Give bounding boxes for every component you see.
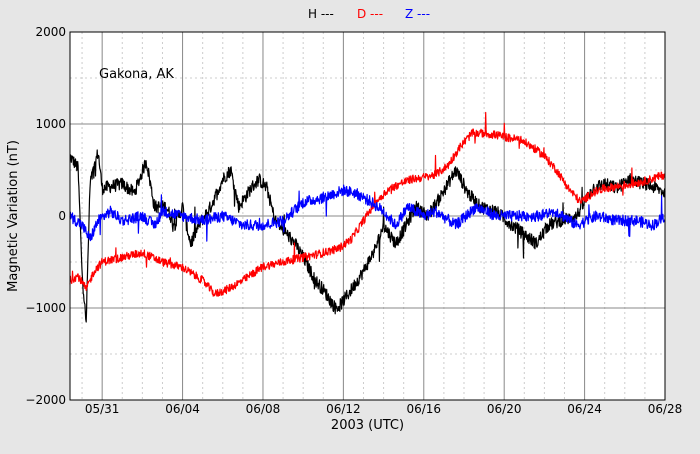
legend: H --- D --- Z ---	[308, 7, 430, 21]
plot-frame	[69, 31, 666, 401]
x-tick-label: 06/08	[246, 402, 281, 416]
x-tick-label: 06/24	[567, 402, 602, 416]
x-tick-label: 06/28	[648, 402, 683, 416]
x-tick-label: 06/12	[326, 402, 361, 416]
grid-minor	[70, 32, 665, 400]
y-tick-label: −2000	[25, 393, 66, 407]
legend-entry: Z ---	[405, 7, 430, 21]
y-tick-label: −1000	[25, 301, 66, 315]
x-tick-label: 06/20	[487, 402, 522, 416]
series-layer	[69, 111, 666, 323]
y-axis-label: Magnetic Variation (nT)	[6, 140, 21, 292]
legend-entry: D ---	[357, 7, 383, 21]
x-tick-label: 06/16	[406, 402, 441, 416]
y-tick-label: 2000	[35, 25, 66, 39]
legend-entry: H ---	[308, 7, 334, 21]
series-line-z	[69, 184, 666, 242]
y-tick-label: 1000	[35, 117, 66, 131]
series-line-d	[69, 111, 666, 297]
x-tick-label: 05/31	[85, 402, 120, 416]
x-axis-label: 2003 (UTC)	[331, 418, 404, 433]
station-annotation: Gakona, AK	[99, 67, 174, 82]
x-tick-label: 06/04	[165, 402, 200, 416]
axis-ticks: 05/31 06/04 06/08 06/12 06/16 06/20 06/24 06/28…	[25, 25, 682, 416]
y-tick-label: 0	[58, 209, 66, 223]
